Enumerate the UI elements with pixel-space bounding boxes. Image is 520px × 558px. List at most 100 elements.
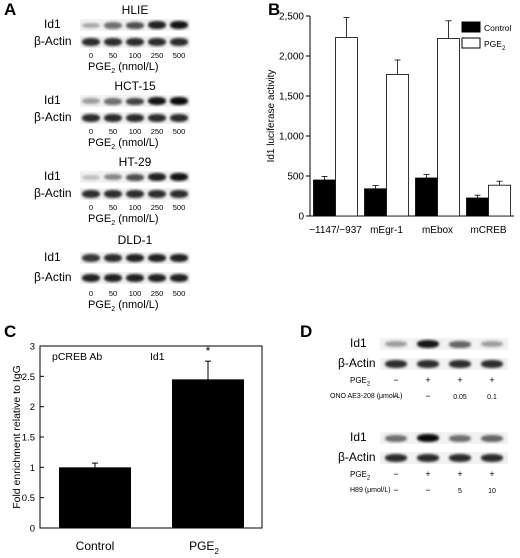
id1-blot-strip-band (481, 435, 503, 442)
pge2-row-label: PGE2 (350, 376, 370, 388)
y-tick-label: 2,000 (279, 52, 304, 63)
pge2-treatment-sign: + (489, 375, 495, 385)
bar-control (313, 179, 336, 217)
id1-blot-strip-band (170, 254, 188, 262)
pge2-row-label-text: PGE (350, 376, 367, 385)
actin-blot-strip-band (104, 114, 122, 122)
dose-label: 100 (128, 127, 142, 136)
bar-pge2 (386, 74, 409, 217)
y-tick-label: 1,500 (279, 92, 304, 103)
x-tick-label: −1147/−937 (309, 225, 362, 236)
id1-blot-strip-band (82, 98, 100, 104)
id1-blot-strip-band (126, 254, 144, 262)
pge-text: PGE (88, 61, 112, 73)
actin-blot-strip (80, 188, 190, 200)
actin-row-label: β-Actin (338, 450, 376, 464)
cell-line-name: DLD-1 (117, 233, 153, 247)
panel-d-letter: D (300, 322, 313, 341)
inhibitor-treatment-sign: − (393, 485, 399, 495)
inhibitor-row-label: ONO AE3-208 (μmol/L) (330, 393, 403, 400)
actin-blot-strip-band (449, 360, 471, 368)
pge-subscript: 2 (111, 144, 116, 152)
x-tick-label-pge2: PGE2 (189, 539, 219, 556)
id1-blot-strip-band (417, 340, 439, 348)
actin-blot-strip-band (148, 274, 166, 282)
id1-blot-strip-band (148, 254, 166, 262)
pge-dose-axis-label: PGE2 (nmol/L) (88, 213, 159, 227)
x-tick-label: mEgr-1 (370, 225, 403, 236)
dose-label: 0 (88, 51, 94, 60)
bar-control (466, 197, 489, 217)
panel-b-chart: 0 500 1,000 1,500 2,000 2,500 Id1 luciferase a… (266, 12, 514, 236)
inhibitor-row-label: H89 (μmol/L) (350, 487, 391, 494)
actin-blot-strip (80, 36, 190, 48)
pge-unit: (nmol/L) (115, 213, 159, 225)
actin-blot-strip (80, 272, 190, 284)
dose-label: 0 (88, 203, 94, 212)
panel-c-letter: C (4, 322, 17, 341)
actin-blot-strip-band (104, 38, 122, 46)
dose-label: 50 (108, 203, 118, 212)
pge2-treatment-sign: − (393, 375, 399, 385)
id1-blot-strip-band (104, 174, 122, 180)
dose-label: 500 (172, 203, 186, 212)
actin-row-label: β-Actin (34, 34, 72, 48)
legend-control-label: Control (484, 23, 512, 33)
pge-dose-axis-label: PGE2 (nmol/L) (88, 137, 159, 151)
bar-pge2 (335, 37, 358, 217)
actin-blot-strip-band (126, 38, 144, 46)
dose-label: 100 (128, 203, 142, 212)
legend-pge2-subscript: 2 (502, 46, 506, 52)
actin-blot-strip-band (82, 38, 100, 46)
dose-label: 100 (128, 51, 142, 60)
actin-blot-strip-band (481, 454, 503, 462)
actin-row-label: β-Actin (338, 356, 376, 370)
dose-label: 250 (150, 289, 164, 298)
dose-label: 0 (88, 127, 94, 136)
panel-c-chart: 0 0.5 1 1.5 2 2.5 3 Fold enrichment relative to… (11, 342, 263, 556)
cell-line-name: HLIE (121, 3, 149, 17)
actin-blot-strip-band (126, 190, 144, 198)
dose-label: 500 (172, 289, 186, 298)
bar-pge2 (488, 184, 511, 217)
id1-row-label: Id1 (350, 336, 367, 350)
id1-blot-strip-band (449, 341, 471, 348)
y-tick-label: 0 (30, 524, 35, 535)
x-tick-label-pge2-subscript: 2 (214, 547, 219, 556)
y-tick-label: 2,500 (279, 12, 304, 23)
id1-blot-strip (380, 338, 508, 350)
actin-row-label: β-Actin (34, 110, 72, 124)
id1-blot-strip-band (170, 97, 188, 105)
y-tick-label: 0.5 (22, 493, 35, 504)
id1-row-label: Id1 (44, 93, 61, 107)
dose-label: 250 (150, 127, 164, 136)
pge2-treatment-sign: − (393, 469, 399, 479)
inhibitor-treatment-sign: − (393, 391, 399, 401)
y-tick-label: 0 (298, 212, 304, 223)
actin-row-label: β-Actin (34, 270, 72, 284)
y-axis-label: Id1 luciferase activity (266, 70, 277, 163)
bar-pge2 (172, 379, 244, 528)
id1-blot-strip (80, 252, 190, 264)
significance-asterisk: * (206, 344, 211, 358)
cell-line-name: HT-29 (118, 155, 152, 169)
id1-blot-strip (80, 171, 190, 183)
y-tick-label: 2.5 (22, 372, 35, 383)
pge2-row-label-subscript: 2 (366, 475, 371, 482)
pge-dose-axis-label: PGE2 (nmol/L) (88, 299, 159, 313)
bar-pge2 (437, 37, 460, 217)
actin-blot-strip-band (170, 114, 188, 122)
antibody-annotation: pCREB Ab (52, 351, 102, 363)
actin-blot-strip-band (82, 190, 100, 198)
pge-unit: (nmol/L) (115, 299, 159, 311)
y-tick-label: 1,000 (279, 132, 304, 143)
inhibitor-concentration: 10 (488, 488, 496, 495)
pge2-treatment-sign: + (425, 469, 431, 479)
actin-blot-strip-band (170, 38, 188, 46)
id1-blot-strip-band (385, 341, 407, 347)
id1-blot-strip-band (481, 341, 503, 347)
actin-blot-strip-band (449, 454, 471, 462)
id1-row-label: Id1 (44, 250, 61, 264)
pge-unit: (nmol/L) (115, 137, 159, 149)
actin-blot-strip-band (82, 114, 100, 122)
